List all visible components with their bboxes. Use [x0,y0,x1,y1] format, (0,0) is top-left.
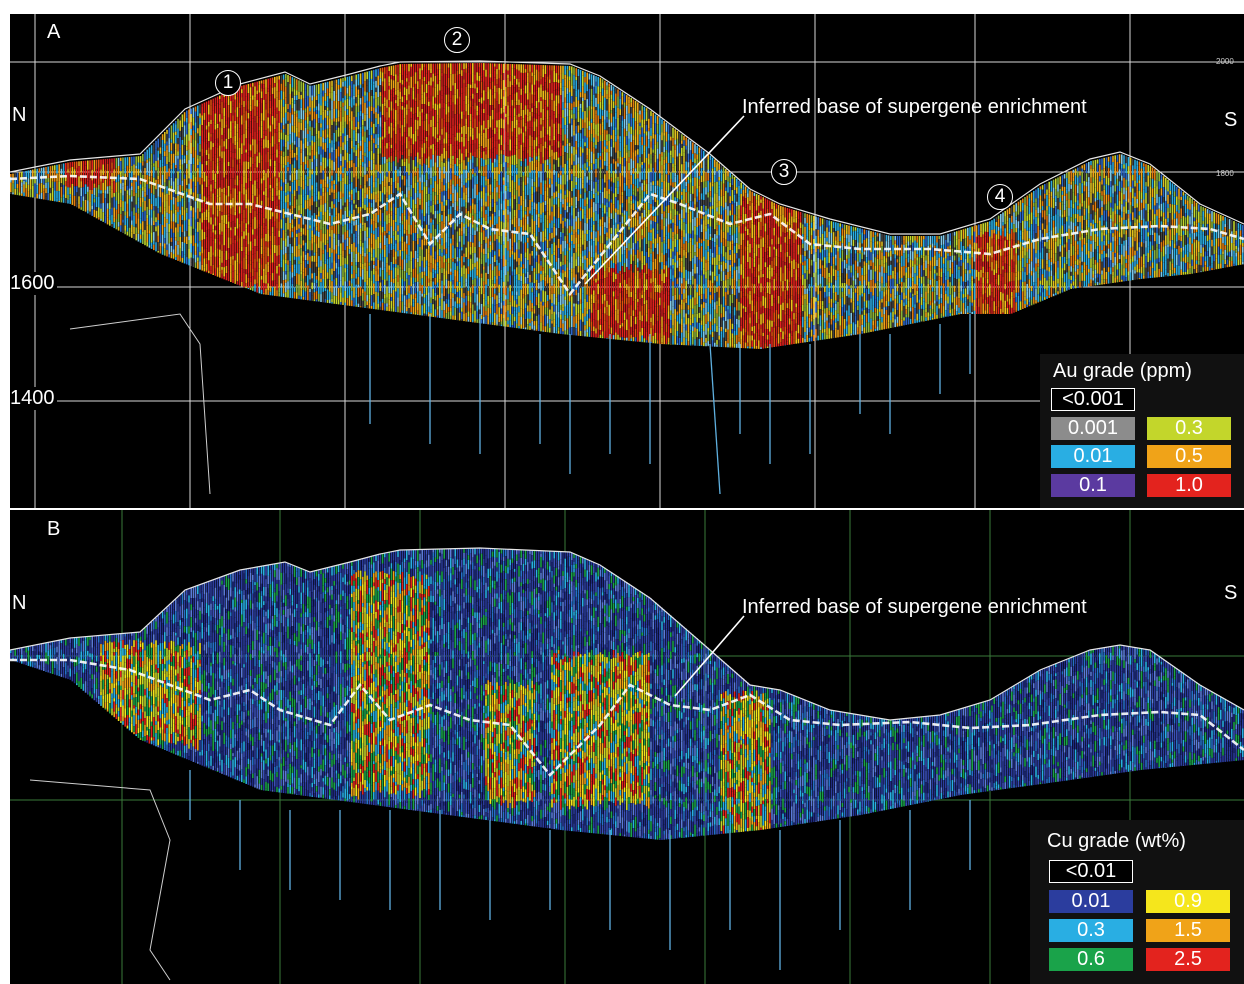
zone-marker-2: 2 [444,27,470,53]
elevation-label-1400: 1400 [10,387,57,410]
supergene-annotation: Inferred base of supergene enrichment [742,96,1087,119]
cu-grade-section-plot [10,510,1244,984]
elevation-tick-2000: 2000 [1216,57,1234,66]
au-grade-legend: Au grade (ppm) <0.001 0.001 0.01 0.1 0.3… [1040,354,1244,508]
north-label: N [12,593,26,613]
au-grade-section-plot [10,14,1244,508]
north-label: N [12,105,26,125]
legend-item-0-001: 0.001 [1051,417,1135,440]
legend-item-1-5: 1.5 [1146,919,1230,942]
panel-letter: A [47,22,60,42]
legend-title: Au grade (ppm) [1053,360,1192,383]
supergene-annotation: Inferred base of supergene enrichment [742,596,1087,619]
zone-marker-1: 1 [215,70,241,96]
south-label: S [1224,583,1237,603]
legend-item-0-3: 0.3 [1049,919,1133,942]
legend-item-lowest: <0.01 [1049,860,1133,883]
legend-item-0-9: 0.9 [1146,890,1230,913]
legend-item-0-6: 0.6 [1049,948,1133,971]
legend-item-0-3: 0.3 [1147,417,1231,440]
zone-marker-4: 4 [987,184,1013,210]
zone-marker-3: 3 [771,159,797,185]
legend-title: Cu grade (wt%) [1047,830,1186,853]
legend-item-0-1: 0.1 [1051,474,1135,497]
elevation-label-1600: 1600 [10,272,57,295]
panel-a-au-section: A N S 1 2 3 4 Inferred base of supergene… [10,14,1244,508]
legend-item-0-5: 0.5 [1147,445,1231,468]
elevation-tick-1800: 1800 [1216,169,1234,178]
legend-item-1-0: 1.0 [1147,474,1231,497]
panel-b-cu-section: B N S Inferred base of supergene enrichm… [10,510,1244,984]
legend-item-0-01: 0.01 [1049,890,1133,913]
cu-grade-legend: Cu grade (wt%) <0.01 0.01 0.3 0.6 0.9 1.… [1030,820,1244,984]
legend-item-2-5: 2.5 [1146,948,1230,971]
south-label: S [1224,110,1237,130]
legend-item-lowest: <0.001 [1051,388,1135,411]
panel-letter: B [47,519,60,539]
legend-item-0-01: 0.01 [1051,445,1135,468]
